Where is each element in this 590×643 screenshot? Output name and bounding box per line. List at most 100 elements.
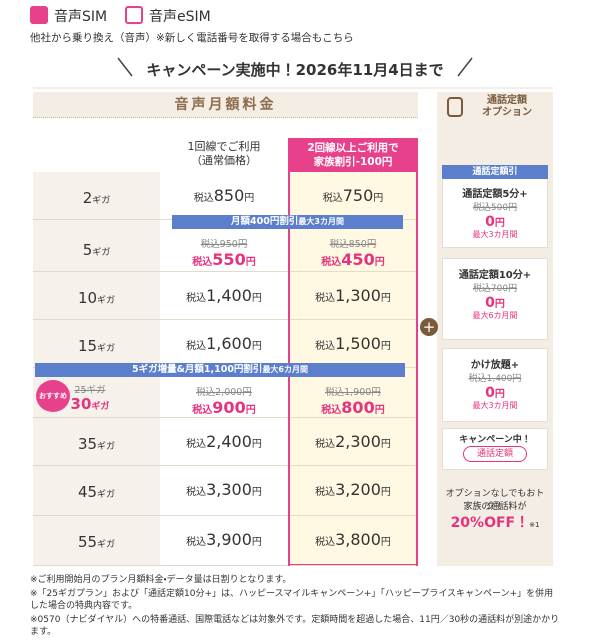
- plan: 30ギガ: [60, 394, 120, 413]
- esim-icon: [125, 6, 143, 24]
- tax: 税込: [322, 193, 343, 204]
- col-header: 1回線でご利用 （通常価格）: [160, 140, 288, 168]
- yen: 円: [237, 239, 248, 250]
- price: 税込3,200円: [288, 480, 418, 499]
- col-header-line: （通常価格）: [191, 154, 257, 167]
- yen: 円: [366, 239, 377, 250]
- yen: 円: [245, 405, 256, 416]
- option-note: 最大6カ月間: [472, 311, 518, 320]
- amount: 3,200: [335, 480, 381, 499]
- yen: 円: [251, 487, 262, 498]
- col-header-line: 1回線でご利用: [187, 140, 261, 153]
- old-gb: 25: [74, 385, 87, 396]
- amount: 3,300: [206, 480, 252, 499]
- plan: 15ギガ: [33, 336, 160, 355]
- unit: ギガ: [91, 402, 110, 412]
- tax: 税込: [315, 537, 336, 548]
- option-old-price: 税込700円: [472, 284, 518, 294]
- yen: 円: [494, 389, 505, 400]
- yen: 円: [244, 193, 255, 204]
- option-title: 通話定額 オプション: [467, 95, 547, 119]
- row-line: [290, 565, 416, 566]
- old-price: 税込850円: [288, 236, 418, 250]
- old-amount: 2,000: [215, 387, 243, 398]
- price: 税込3,800円: [288, 530, 418, 549]
- option-name: 通話定額5分+: [462, 189, 528, 200]
- plan: 55ギガ: [33, 532, 160, 551]
- amount: 0: [485, 385, 495, 401]
- tax: 税込: [192, 405, 213, 416]
- amount: 1,500: [335, 334, 381, 353]
- unit: ギガ: [97, 540, 116, 550]
- current-price: 税込2,400円: [160, 432, 288, 451]
- yen: 円: [251, 341, 262, 352]
- plan: 5ギガ: [33, 240, 160, 259]
- phone-icon: [447, 97, 463, 117]
- option-name: かけ放題+: [470, 360, 520, 371]
- option-old-price: 税込500円: [472, 203, 518, 213]
- banner-text: 5ギガ増量&月額1,100円割引: [131, 364, 263, 375]
- current-price: 税込450円: [288, 250, 418, 269]
- tax: 税込: [325, 387, 345, 398]
- yen: 円: [380, 439, 391, 450]
- plus-icon: +: [420, 318, 438, 336]
- tax: 税込: [192, 257, 213, 268]
- gb: 5: [82, 241, 93, 259]
- price: 税込3,300円: [160, 480, 288, 499]
- tax: 税込: [315, 341, 336, 352]
- tax: 税込: [321, 257, 342, 268]
- discount-banner: 5ギガ増量&月額1,100円割引最大6カ月間: [35, 363, 405, 377]
- row-line: [290, 515, 416, 516]
- yen: 円: [373, 193, 384, 204]
- price: 税込850円: [160, 186, 288, 205]
- plan: 45ギガ: [33, 482, 160, 501]
- price: 税込1,400円: [160, 286, 288, 305]
- amount: 450: [341, 250, 375, 269]
- row-line: [290, 465, 416, 466]
- subtitle: 他社から乗り換え（音声）※新しく電話番号を取得する場合もこちら: [30, 32, 354, 44]
- option-name: 通話定額10分+: [458, 270, 532, 281]
- option-ribbon: 通話定額引: [442, 165, 548, 179]
- amount: 1,400: [206, 286, 252, 305]
- option-note: 最大3カ月間: [472, 401, 518, 410]
- yen: 円: [251, 439, 262, 450]
- current-price: 税込750円: [288, 186, 418, 205]
- amount: 850: [213, 186, 245, 205]
- option-price: 0円: [442, 211, 548, 230]
- option-note: 最大3カ月間: [472, 230, 518, 239]
- gb: 15: [77, 337, 98, 355]
- yen: 円: [374, 257, 385, 268]
- tax: 税込: [315, 439, 336, 450]
- amount: 2,400: [206, 432, 252, 451]
- option-card: [442, 348, 548, 422]
- gb: 30: [70, 395, 92, 413]
- call-button[interactable]: 通話定額: [463, 446, 527, 462]
- yen: 円: [494, 218, 505, 229]
- old-price: 税込950円: [160, 236, 288, 250]
- current-price: 税込800円: [288, 398, 418, 417]
- banner-note: 最大3カ月間: [298, 217, 344, 226]
- tax: 税込: [193, 193, 214, 204]
- row-line: [160, 465, 288, 466]
- amount: 800: [341, 398, 375, 417]
- price: 税込1,900円 税込800円: [288, 384, 418, 417]
- unit: ギガ: [97, 296, 116, 306]
- row-line: [290, 271, 416, 272]
- yen: 円: [380, 487, 391, 498]
- tax: 税込: [186, 537, 207, 548]
- tax: 税込: [315, 293, 336, 304]
- option-old-price: 税込1,400円: [468, 374, 522, 384]
- tax: 税込: [315, 487, 336, 498]
- family-column: [288, 138, 418, 566]
- current-price: 税込900円: [160, 398, 288, 417]
- amount: 750: [342, 186, 374, 205]
- tag: 音声eSIM: [149, 9, 211, 25]
- yen: 円: [494, 299, 505, 310]
- plan: 2ギガ: [33, 188, 160, 207]
- tag: 音声SIM: [54, 9, 108, 25]
- discount-banner: 月額400円割引最大3カ月間: [172, 215, 403, 229]
- yen: 円: [380, 293, 391, 304]
- yen: 円: [245, 257, 256, 268]
- amount: 0: [485, 295, 495, 311]
